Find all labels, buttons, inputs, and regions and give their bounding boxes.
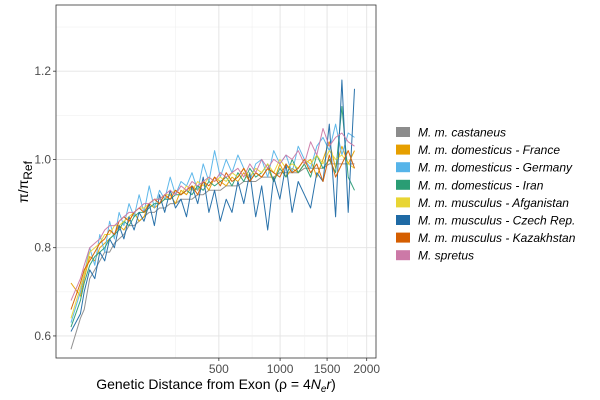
x-tick-label: 2000 [353,362,380,376]
y-tick-label: 0.8 [34,241,51,255]
legend-label-2: M. m. domesticus - France [418,143,560,157]
x-tick-label: 1500 [314,362,341,376]
legend: M. m. castaneus M. m. domesticus - France… [396,126,576,263]
legend-key-6 [396,215,410,225]
legend-label-1: M. m. castaneus [418,126,506,140]
x-tick-label: 500 [209,362,229,376]
legend-key-7 [396,232,410,243]
series-line-4 [70,106,355,328]
series-line-8 [70,128,355,301]
legend-key-2 [396,144,410,155]
series-lines [70,79,355,350]
legend-key-1 [396,127,410,137]
x-tick-label: 1000 [267,362,294,376]
plot-panel-border [55,4,377,359]
legend-label-4: M. m. domesticus - Iran [418,178,544,192]
legend-label-7: M. m. musculus - Kazakhstan [418,231,576,245]
legend-key-8 [396,250,410,261]
y-tick-label: 1.0 [34,152,51,166]
legend-label-5: M. m. musculus - Afganistan [418,196,569,210]
legend-label-8: M. spretus [418,249,474,263]
axes: 0.6 0.8 1.0 1.2 500 1000 1500 2000 [34,64,380,376]
legend-key-3 [396,162,410,173]
svg-text:π/πRef: π/πRef [15,160,35,203]
y-tick-label: 1.2 [34,64,51,78]
legend-label-6: M. m. musculus - Czech Rep. [418,214,575,228]
y-tick-label: 0.6 [34,329,51,343]
plot-panel [56,5,376,358]
series-line-6 [70,79,355,332]
legend-label-3: M. m. domesticus - Germany [418,161,573,175]
y-axis-title: π/πRef [15,160,35,203]
legend-key-5 [396,197,410,208]
legend-key-4 [396,179,410,190]
x-axis-title: Genetic Distance from Exon (ρ = 4Ner) [96,376,336,395]
